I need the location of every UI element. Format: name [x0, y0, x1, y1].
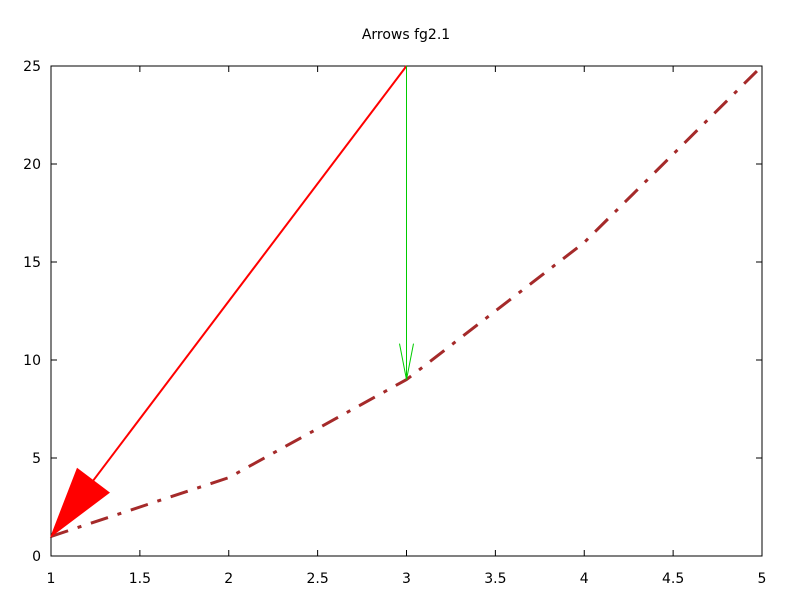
x-tick-label: 5 — [758, 571, 767, 587]
x-tick-label: 4 — [580, 571, 589, 587]
chart-title: Arrows fg2.1 — [362, 27, 450, 43]
y-tick-label: 20 — [23, 157, 41, 173]
arrow-1-head — [399, 343, 414, 380]
y-tick-label: 0 — [32, 549, 41, 565]
x-tick-label: 1.5 — [129, 571, 151, 587]
x-tick-label: 1 — [47, 571, 56, 587]
y-tick-label: 15 — [23, 255, 41, 271]
arrow-0-head — [49, 467, 110, 538]
y-tick-label: 25 — [23, 59, 41, 75]
x-tick-label: 3.5 — [484, 571, 506, 587]
arrow-layer — [49, 65, 414, 538]
y-tick-label: 10 — [23, 353, 41, 369]
x-tick-label: 3 — [402, 571, 411, 587]
x-tick-label: 2.5 — [306, 571, 328, 587]
y-tick-label: 5 — [32, 451, 41, 467]
arrow-0-shaft — [92, 65, 408, 482]
x-tick-label: 4.5 — [662, 571, 684, 587]
axis-ticks: 1 1.5 2 2.5 3 3.5 4 4.5 5 0 5 10 15 20 25 — [23, 59, 766, 587]
x-tick-label: 2 — [224, 571, 233, 587]
